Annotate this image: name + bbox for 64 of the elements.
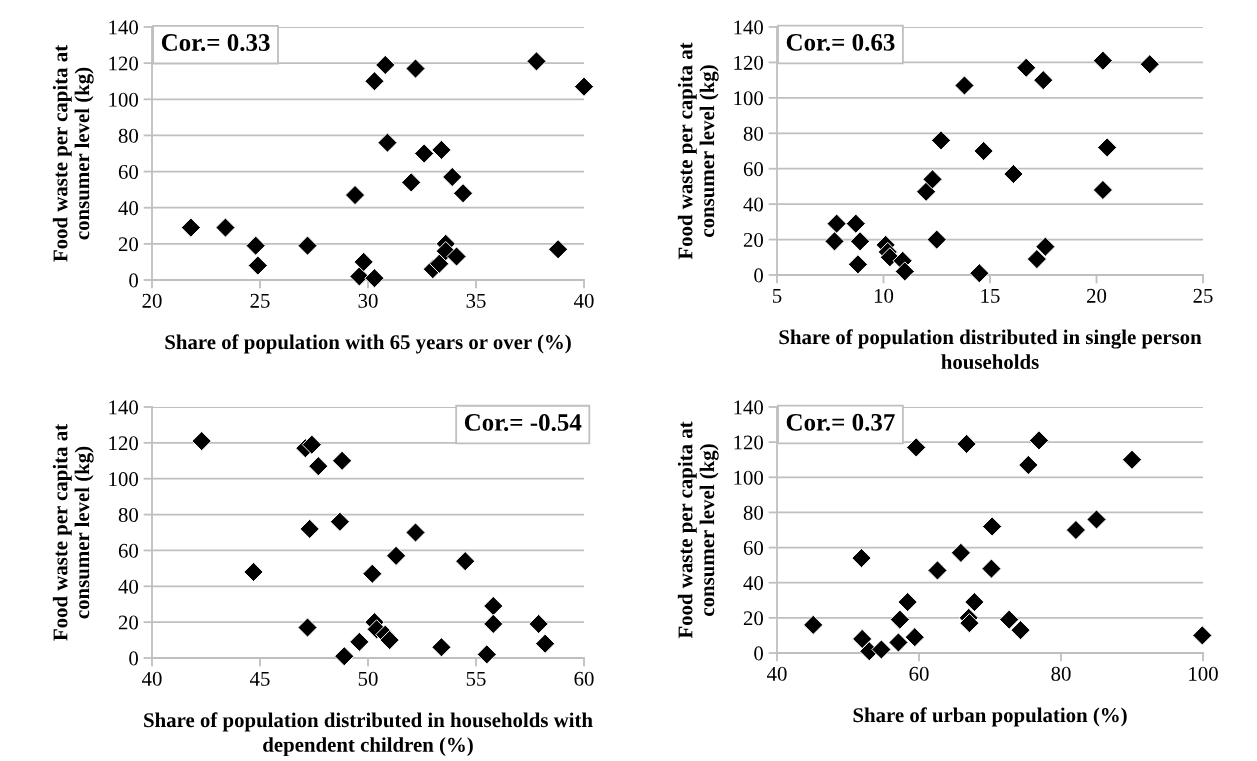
x-tick-label: 80 [1051,666,1071,681]
y-tick-label: 60 [118,164,139,179]
x-axis-title: Share of population distributed in single person households [779,329,1202,370]
x-tick-label: 25 [250,293,270,308]
y-tick-label: 140 [734,20,764,35]
point [959,613,980,634]
x-tick-label: 35 [466,293,486,308]
x-tick-label: 10 [874,288,894,303]
y-axis-title: Food waste per capita at consumer level (kg) [677,421,719,639]
y-tick-label: 20 [743,232,764,247]
y-tick-label: 80 [118,128,139,143]
y-tick-label: 140 [734,400,764,415]
y-axis-title: Food waste per capita at consumer level (kg) [677,42,719,260]
x-tick-label: 60 [574,671,594,686]
y-axis-title: Food waste per capita at consumer level (kg) [52,423,94,641]
x-tick-label: 45 [249,671,270,686]
x-tick-label: 60 [909,666,929,681]
y-axis-title: Food waste per capita at consumer level (kg) [52,44,94,262]
x-tick-label: 5 [773,289,782,303]
annotation: Cor.= 0.37 [786,413,895,431]
x-tick-label: 15 [981,288,1000,303]
y-tick-label: 120 [109,56,139,71]
y-tick-label: 80 [743,126,764,141]
y-tick-label: 80 [118,507,139,522]
x-tick-label: 40 [766,666,787,681]
x-tick-label: 30 [358,293,378,308]
y-tick-label: 0 [754,268,764,283]
y-tick-label: 40 [743,576,764,591]
x-tick-label: 40 [141,671,162,686]
y-tick-label: 40 [118,579,139,594]
y-tick-label: 100 [734,91,764,106]
x-axis-title: Share of urban population (%) [853,707,1127,727]
x-tick-label: 40 [573,293,594,308]
x-tick-label: 100 [1189,666,1218,681]
y-tick-label: 0 [129,651,139,666]
y-tick-label: 40 [118,201,139,216]
y-tick-label: 20 [118,615,139,630]
y-tick-label: 60 [743,540,764,555]
x-tick-label: 55 [466,672,486,686]
y-tick-label: 80 [743,505,764,520]
y-tick-label: 120 [734,435,764,450]
y-tick-label: 20 [743,611,764,626]
y-tick-label: 60 [743,162,764,177]
x-tick-label: 20 [142,293,162,308]
y-tick-label: 100 [109,472,139,487]
y-tick-label: 60 [118,543,139,558]
annotation: Cor.= -0.54 [464,414,582,431]
y-tick-label: 100 [734,470,764,485]
y-tick-label: 0 [129,273,139,288]
y-tick-label: 20 [118,237,139,252]
x-tick-label: 25 [1193,288,1213,303]
y-tick-label: 140 [109,400,139,415]
x-axis-title: Share of population with 65 years or over (%) [165,334,571,354]
annotation: Cor.= 0.33 [161,34,270,52]
y-tick-label: 100 [109,92,139,107]
x-tick-label: 20 [1087,288,1107,303]
y-tick-label: 0 [754,646,764,661]
x-axis-title: Share of population distributed in households with dependent children (%) [144,712,593,757]
y-tick-label: 120 [109,436,139,451]
y-tick-label: 40 [743,197,764,212]
annotation: Cor.= 0.63 [786,33,895,51]
y-tick-label: 120 [734,55,764,70]
y-tick-label: 140 [109,20,139,35]
x-tick-label: 50 [358,671,378,686]
